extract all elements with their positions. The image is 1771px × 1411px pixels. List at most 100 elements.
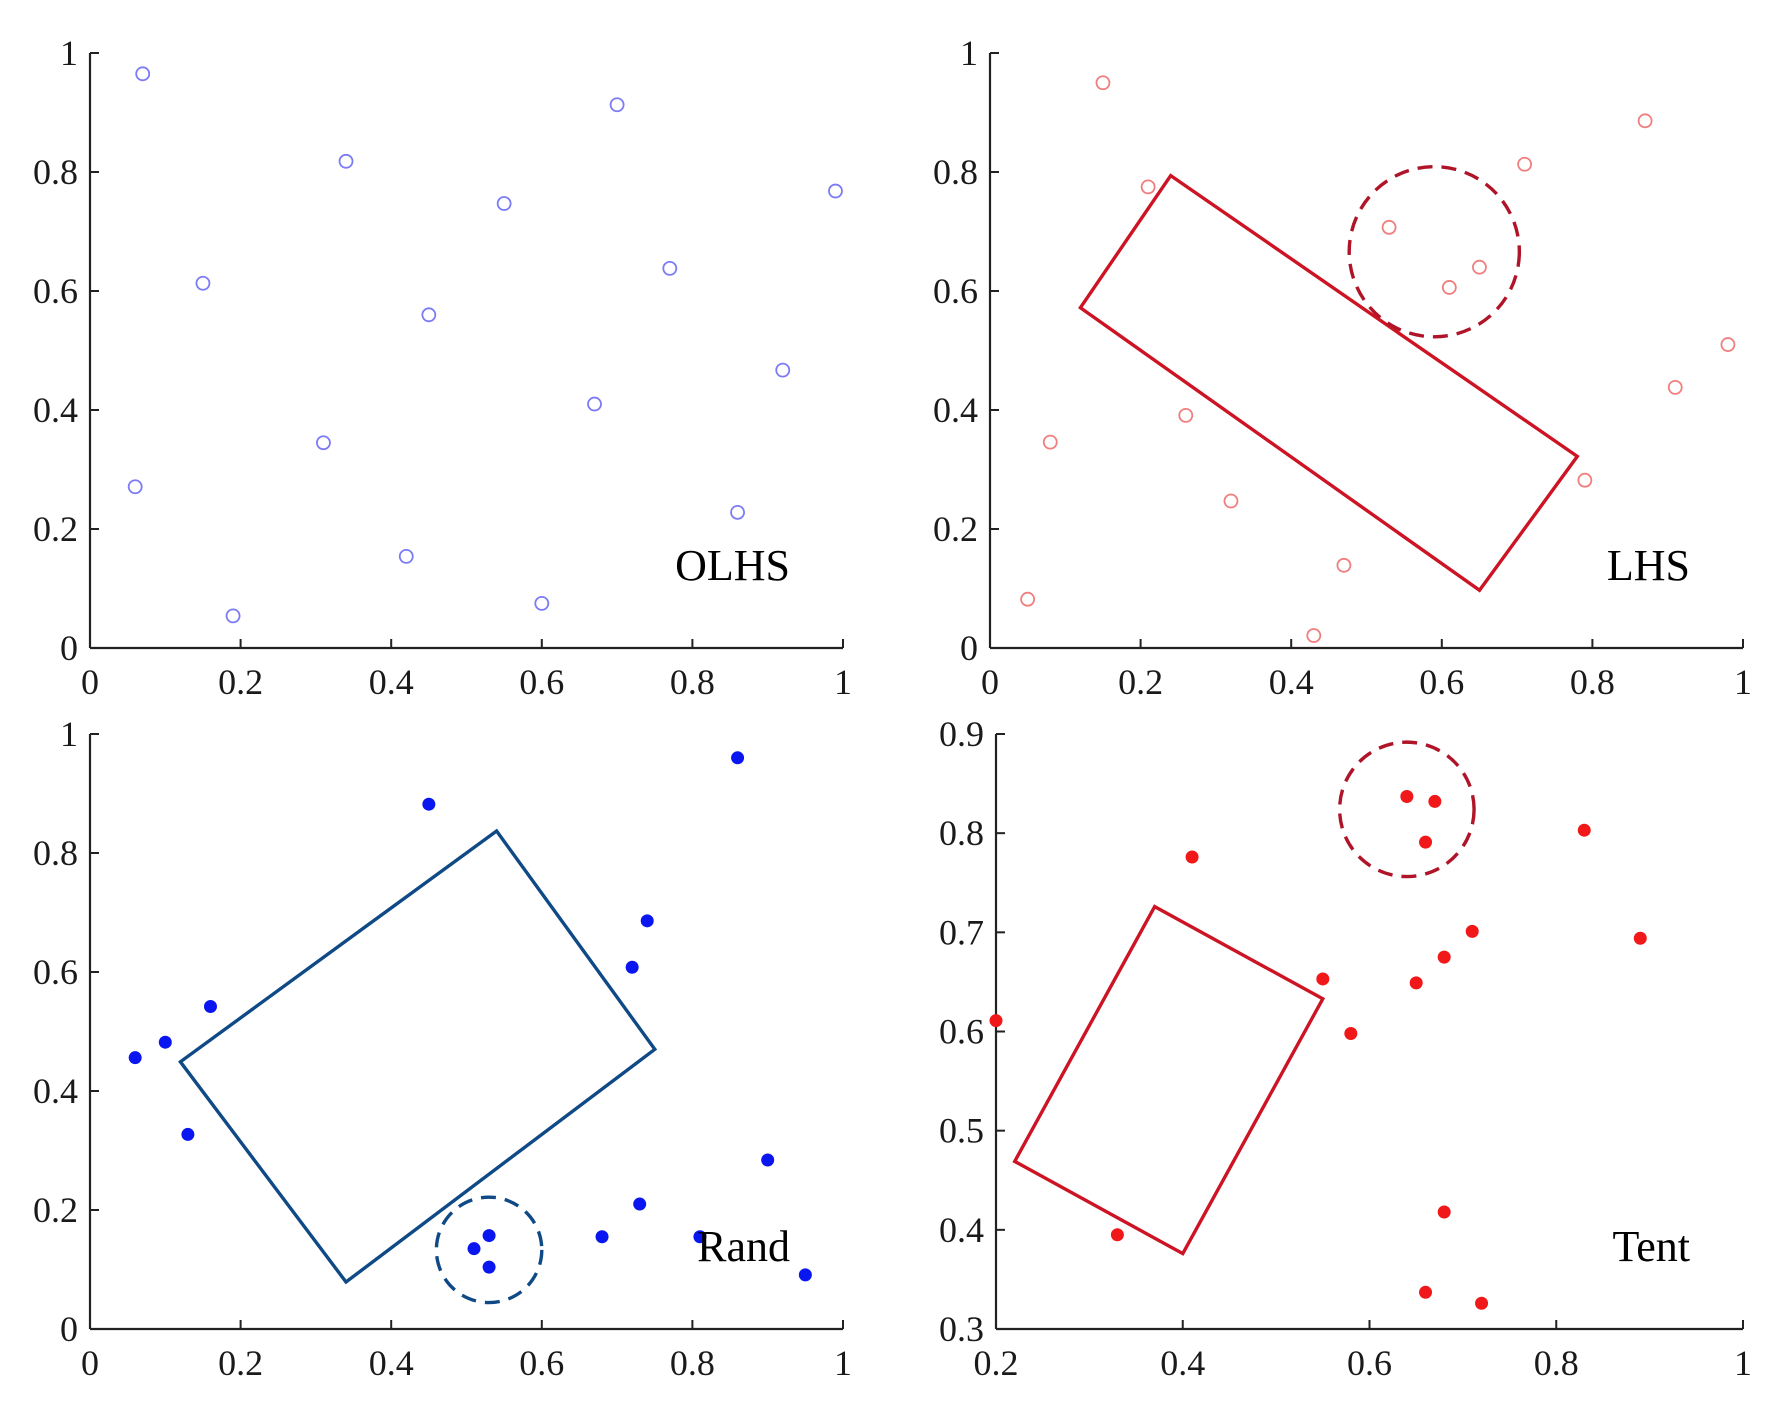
y-tick-label: 0.2 bbox=[33, 509, 78, 549]
y-tick-label: 0.6 bbox=[939, 1012, 984, 1052]
annotation-rectangle bbox=[1078, 173, 1580, 593]
data-point bbox=[1428, 794, 1442, 808]
y-tick-label: 0.8 bbox=[33, 152, 78, 192]
data-point bbox=[1419, 835, 1433, 849]
annotation-rectangle bbox=[1012, 904, 1326, 1256]
y-tick-label: 0.8 bbox=[933, 152, 978, 192]
data-point bbox=[338, 153, 354, 169]
y-tick-label: 1 bbox=[60, 714, 78, 754]
data-point bbox=[1637, 113, 1653, 129]
x-tick-label: 0.2 bbox=[1118, 662, 1163, 702]
data-point bbox=[496, 196, 512, 211]
x-tick-label: 1 bbox=[1734, 1343, 1752, 1383]
data-point bbox=[1400, 789, 1414, 803]
data-point bbox=[1419, 1285, 1433, 1299]
x-tick-label: 1 bbox=[834, 662, 852, 702]
data-point bbox=[1633, 931, 1647, 945]
x-tick-label: 0.8 bbox=[670, 1343, 715, 1383]
panel-label: Tent bbox=[1612, 1222, 1690, 1271]
data-point bbox=[1441, 280, 1457, 295]
panel-label: Rand bbox=[697, 1222, 790, 1271]
data-point bbox=[633, 1197, 647, 1211]
data-point bbox=[1437, 1205, 1451, 1219]
x-tick-label: 0 bbox=[81, 1343, 99, 1383]
x-tick-label: 0.2 bbox=[218, 1343, 263, 1383]
y-tick-label: 0.8 bbox=[33, 833, 78, 873]
panel-label: LHS bbox=[1607, 541, 1690, 590]
data-point bbox=[625, 960, 639, 974]
annotation-dashed-circle bbox=[1337, 740, 1476, 879]
panel-label: OLHS bbox=[675, 541, 790, 590]
data-point bbox=[989, 1014, 1003, 1028]
data-point bbox=[181, 1127, 195, 1141]
data-point bbox=[1185, 850, 1199, 864]
y-tick-label: 0 bbox=[60, 628, 78, 668]
y-tick-label: 0.4 bbox=[939, 1210, 984, 1250]
x-tick-label: 0.4 bbox=[369, 662, 414, 702]
data-point bbox=[798, 1268, 812, 1282]
x-tick-label: 0.6 bbox=[519, 662, 564, 702]
x-tick-label: 0.8 bbox=[1534, 1343, 1579, 1383]
x-tick-label: 0.4 bbox=[369, 1343, 414, 1383]
data-point bbox=[1178, 407, 1194, 423]
data-point bbox=[316, 435, 331, 451]
y-tick-label: 0.5 bbox=[939, 1111, 984, 1151]
chart-panel-olhs: 0 0.2 0.4 0.6 0.8 1 0 0.2 0.4 0.6 0.8 1 OLHS bbox=[33, 33, 852, 702]
y-tick-label: 0.4 bbox=[933, 390, 978, 430]
x-tick-label: 0.8 bbox=[1570, 662, 1615, 702]
x-tick-label: 0 bbox=[981, 662, 999, 702]
data-point bbox=[828, 183, 843, 199]
data-point bbox=[127, 479, 143, 495]
data-point bbox=[482, 1229, 496, 1243]
data-point bbox=[1095, 75, 1111, 91]
y-tick-label: 0.6 bbox=[33, 271, 78, 311]
data-point bbox=[1475, 1296, 1489, 1310]
data-point bbox=[1720, 337, 1736, 352]
x-tick-label: 0 bbox=[81, 662, 99, 702]
data-point bbox=[1344, 1026, 1358, 1040]
y-tick-label: 0.4 bbox=[33, 1071, 78, 1111]
data-point bbox=[1381, 219, 1397, 235]
data-point bbox=[421, 307, 437, 323]
data-point bbox=[1437, 950, 1451, 964]
annotation-rectangle bbox=[178, 828, 658, 1285]
data-point bbox=[1110, 1228, 1124, 1242]
data-point bbox=[731, 751, 745, 765]
data-point bbox=[128, 1051, 142, 1065]
data-point bbox=[1472, 259, 1487, 275]
data-point bbox=[482, 1260, 496, 1274]
data-point bbox=[1465, 924, 1479, 938]
data-point bbox=[398, 548, 414, 564]
y-tick-label: 1 bbox=[60, 33, 78, 73]
x-tick-label: 0.6 bbox=[519, 1343, 564, 1383]
data-point bbox=[1020, 591, 1036, 607]
y-tick-label: 0.2 bbox=[933, 509, 978, 549]
data-point bbox=[595, 1230, 609, 1244]
x-tick-label: 0.4 bbox=[1269, 662, 1314, 702]
data-point bbox=[730, 504, 745, 520]
data-point bbox=[761, 1153, 775, 1167]
x-tick-label: 1 bbox=[1734, 662, 1752, 702]
x-tick-label: 0.4 bbox=[1160, 1343, 1205, 1383]
chart-panel-rand: 0 0.2 0.4 0.6 0.8 1 0 0.2 0.4 0.6 0.8 1 Rand bbox=[33, 714, 852, 1383]
y-tick-label: 0 bbox=[60, 1309, 78, 1349]
data-point bbox=[1316, 972, 1330, 986]
chart-panel-lhs: 0 0.2 0.4 0.6 0.8 1 0 0.2 0.4 0.6 0.8 1 LHS bbox=[933, 33, 1752, 702]
x-tick-label: 0.2 bbox=[974, 1343, 1019, 1383]
data-point bbox=[662, 260, 678, 276]
data-point bbox=[203, 1000, 217, 1014]
data-point bbox=[534, 595, 550, 611]
y-tick-label: 0.2 bbox=[33, 1190, 78, 1230]
data-point bbox=[775, 362, 791, 378]
data-point bbox=[195, 275, 211, 291]
data-point bbox=[135, 66, 151, 82]
chart-panel-tent: 0.2 0.4 0.6 0.8 1 0.3 0.4 0.5 0.6 0.7 0.8 0.9 Tent bbox=[939, 714, 1752, 1383]
data-point bbox=[1306, 628, 1322, 643]
data-point bbox=[1577, 823, 1591, 837]
x-tick-label: 0.2 bbox=[218, 662, 263, 702]
data-point bbox=[1140, 179, 1156, 195]
data-point bbox=[693, 1230, 707, 1244]
data-point bbox=[1223, 493, 1239, 509]
data-point bbox=[1336, 557, 1352, 573]
